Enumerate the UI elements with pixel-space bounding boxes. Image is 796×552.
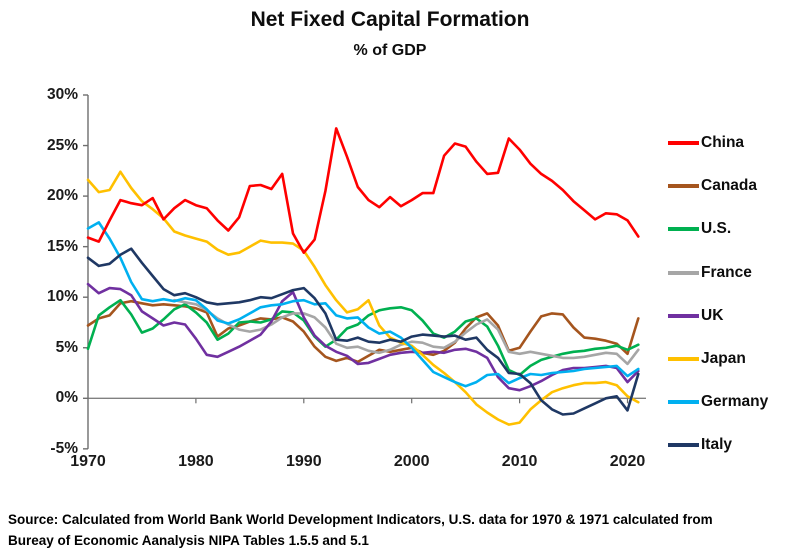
y-tick-label: 5%: [55, 338, 78, 356]
legend-label: France: [701, 263, 752, 281]
source-note-line2: Bureay of Economic Aanalysis NIPA Tables…: [8, 533, 369, 548]
legend-label: China: [701, 134, 745, 151]
legend-label: Italy: [701, 436, 733, 454]
legend-color-swatch: [668, 184, 699, 189]
y-tick-label: 10%: [46, 288, 78, 306]
y-tick-label: 25%: [46, 136, 78, 154]
legend-color-swatch: [668, 141, 699, 145]
legend-color-swatch: [668, 227, 699, 232]
series-line-italy: [86, 247, 640, 416]
x-tick-label: 2010: [501, 453, 538, 470]
legend-item-canada: Canada: [668, 176, 757, 196]
legend-item-us: U.S.: [668, 219, 731, 239]
legend-label: Germany: [701, 393, 769, 411]
legend-label: Canada: [701, 177, 757, 195]
legend-item-france: France: [668, 263, 752, 283]
y-tick-label: 15%: [46, 237, 78, 255]
x-tick-label: 1980: [178, 453, 214, 470]
legend-item-italy: Italy: [668, 435, 732, 455]
series-line-japan: [86, 170, 640, 426]
series-line-canada: [86, 299, 640, 364]
legend-color-swatch: [668, 443, 699, 448]
legend-label: U.S.: [701, 220, 732, 238]
series-line-uk: [86, 282, 640, 392]
series-line-germany: [86, 221, 640, 388]
x-tick-label: 1970: [70, 453, 106, 470]
legend-item-germany: Germany: [668, 392, 768, 412]
x-tick-label: 2020: [609, 453, 646, 470]
legend-color-swatch: [668, 357, 699, 361]
x-tick-label: 1990: [286, 453, 322, 470]
y-tick-label: -5%: [50, 439, 78, 457]
x-tick-label: 2000: [393, 453, 430, 470]
legend-color-swatch: [668, 400, 699, 405]
series-line-us: [86, 298, 640, 377]
y-tick-label: 0%: [55, 389, 78, 407]
legend-label: UK: [701, 306, 724, 324]
y-tick-label: 30%: [46, 86, 78, 103]
legend-color-swatch: [668, 313, 699, 318]
y-tick-label: 20%: [46, 187, 78, 205]
legend-item-japan: Japan: [668, 349, 746, 369]
legend-item-uk: UK: [668, 306, 723, 326]
legend-color-swatch: [668, 270, 699, 275]
legend-label: Japan: [701, 350, 746, 367]
source-note-line1: Source: Calculated from World Bank World…: [8, 512, 713, 527]
legend-item-china: China: [668, 133, 744, 153]
series-line-china: [86, 127, 640, 254]
chart-title: Net Fixed Capital Formation: [250, 8, 530, 31]
chart-subtitle: % of GDP: [353, 42, 427, 59]
